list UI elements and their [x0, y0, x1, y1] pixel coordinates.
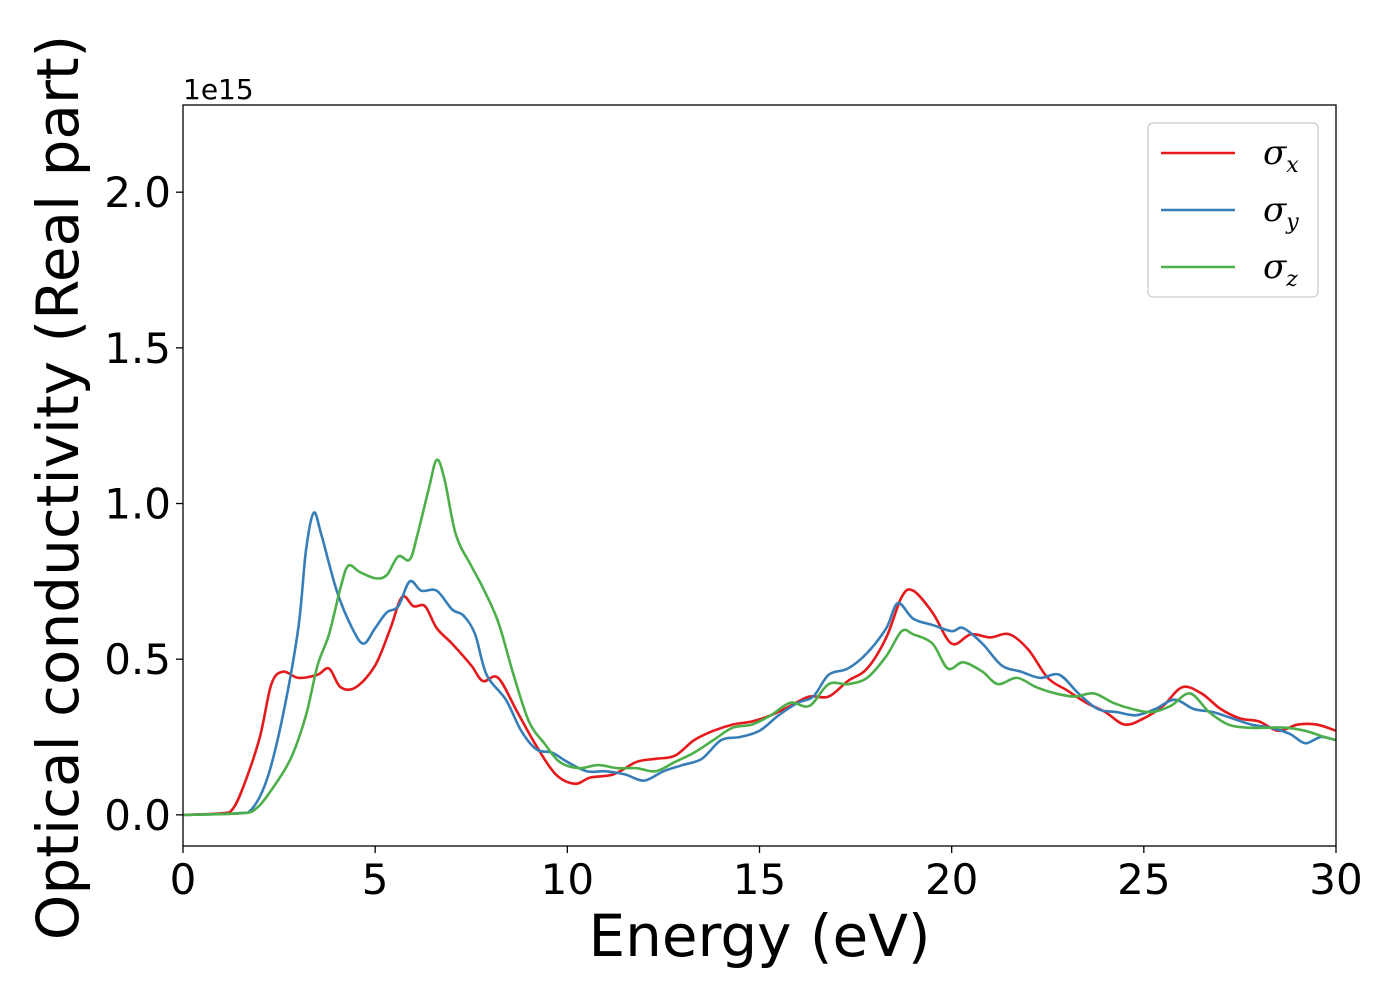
legend-label-z: σz	[1263, 247, 1298, 292]
legend: σx σy σz	[1147, 122, 1319, 298]
x-tick-label: 30	[1309, 855, 1362, 904]
series-line-x	[183, 588, 1336, 817]
y-axis-label: Optical conductivity (Real part)	[24, 35, 92, 940]
y-tick-label: 2.0	[104, 168, 171, 217]
legend-label-y: σy	[1263, 190, 1299, 235]
x-tick-label: 15	[733, 855, 786, 904]
series-lines	[183, 458, 1336, 817]
y-axis-ticks: 0.0 0.5 1.0 1.5 2.0	[104, 168, 183, 840]
x-axis-label: Energy (eV)	[588, 902, 930, 970]
series-line-z	[183, 458, 1336, 817]
x-tick-label: 5	[362, 855, 389, 904]
x-tick-label: 25	[1117, 855, 1170, 904]
x-tick-label: 0	[170, 855, 197, 904]
x-tick-label: 20	[925, 855, 978, 904]
y-axis-offset-label: 1e15	[183, 73, 254, 106]
x-tick-label: 10	[541, 855, 594, 904]
y-tick-label: 1.5	[104, 324, 171, 373]
legend-label-x: σx	[1263, 133, 1299, 178]
y-tick-label: 0.0	[104, 791, 171, 840]
series-line-y	[183, 511, 1336, 817]
y-tick-label: 1.0	[104, 480, 171, 529]
y-tick-label: 0.5	[104, 635, 171, 684]
x-axis-ticks: 0 5 10 15 20 25 30	[170, 846, 1363, 904]
